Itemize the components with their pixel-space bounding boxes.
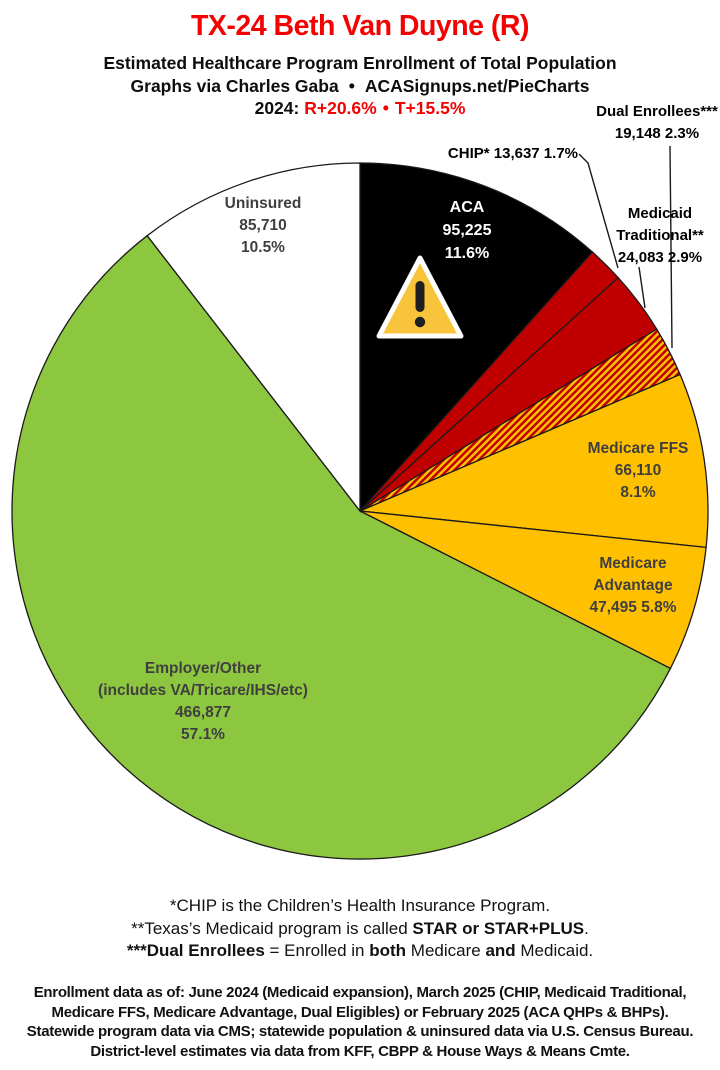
footnote-chip: *CHIP is the Children’s Health Insurance… — [169, 896, 551, 915]
partisan-year: 2024: — [254, 98, 300, 118]
medicaid-traditional-leader-line — [638, 266, 646, 309]
bullet-separator: • — [348, 76, 355, 96]
bullet-separator: • — [382, 98, 389, 118]
pie-slice-uninsured — [146, 162, 361, 513]
employer-other-slice-label: Employer/Other (includes VA/Tricare/IHS/… — [98, 660, 308, 743]
source-note: Enrollment data as of: June 2024 (Medica… — [0, 983, 720, 1061]
leader-lines — [578, 145, 673, 349]
medicare-advantage-slice-label: Medicare Advantage 47,495 5.8% — [589, 555, 677, 616]
partisan-r-value: R+20.6% — [304, 98, 377, 118]
source-line: Statewide program data via CMS; statewid… — [26, 1023, 694, 1040]
pie-slice-medicare-advantage — [359, 510, 707, 670]
dual-enrollees-leader-line — [669, 145, 673, 349]
footnote-dual: ***Dual Enrollees = Enrolled in both Med… — [126, 941, 594, 960]
subtitle: Estimated Healthcare Program Enrollment … — [103, 53, 617, 73]
source-line: Medicare FFS, Medicare Advantage, Dual E… — [51, 1003, 669, 1021]
pie-slice-medicare-ffs — [357, 373, 709, 549]
aca-slice-label: ACA 95,225 11.6% — [442, 199, 492, 262]
warning-icon — [376, 255, 464, 339]
medicare-ffs-slice-label: Medicare FFS 66,110 8.1% — [587, 440, 689, 501]
credit-site: ACASignups.net/PieCharts — [364, 76, 590, 96]
source-line: District-level estimates via data from K… — [90, 1042, 630, 1060]
partisan-lean-line: 2024: R+20.6% • T+15.5% — [0, 98, 720, 119]
pie-slice-employer-other — [11, 234, 672, 860]
chip-leader-line — [578, 153, 619, 269]
credit-line: Graphs via Charles Gaba • ACASignups.net/P… — [0, 76, 720, 97]
dual-enrollees-callout-label: Dual Enrollees*** 19,148 2.3% — [596, 103, 718, 142]
chip-callout-label: CHIP* 13,637 1.7% — [447, 145, 578, 162]
medicaid-traditional-callout-label: Medicaid Traditional** 24,083 2.9% — [616, 205, 704, 266]
uninsured-slice-label: Uninsured 85,710 10.5% — [224, 195, 302, 256]
pie-slice-aca — [359, 162, 594, 513]
credit-author: Graphs via Charles Gaba — [130, 76, 339, 96]
footnotes: *CHIP is the Children’s Health Insurance… — [0, 895, 720, 963]
footnote-medicaid: **Texas’s Medicaid program is called STA… — [131, 918, 589, 938]
source-line: Enrollment data as of: June 2024 (Medica… — [33, 984, 687, 1001]
pie-slices — [11, 162, 709, 860]
partisan-t-value: T+15.5% — [394, 98, 466, 118]
page-title: TX-24 Beth Van Duyne (R) — [191, 10, 529, 42]
